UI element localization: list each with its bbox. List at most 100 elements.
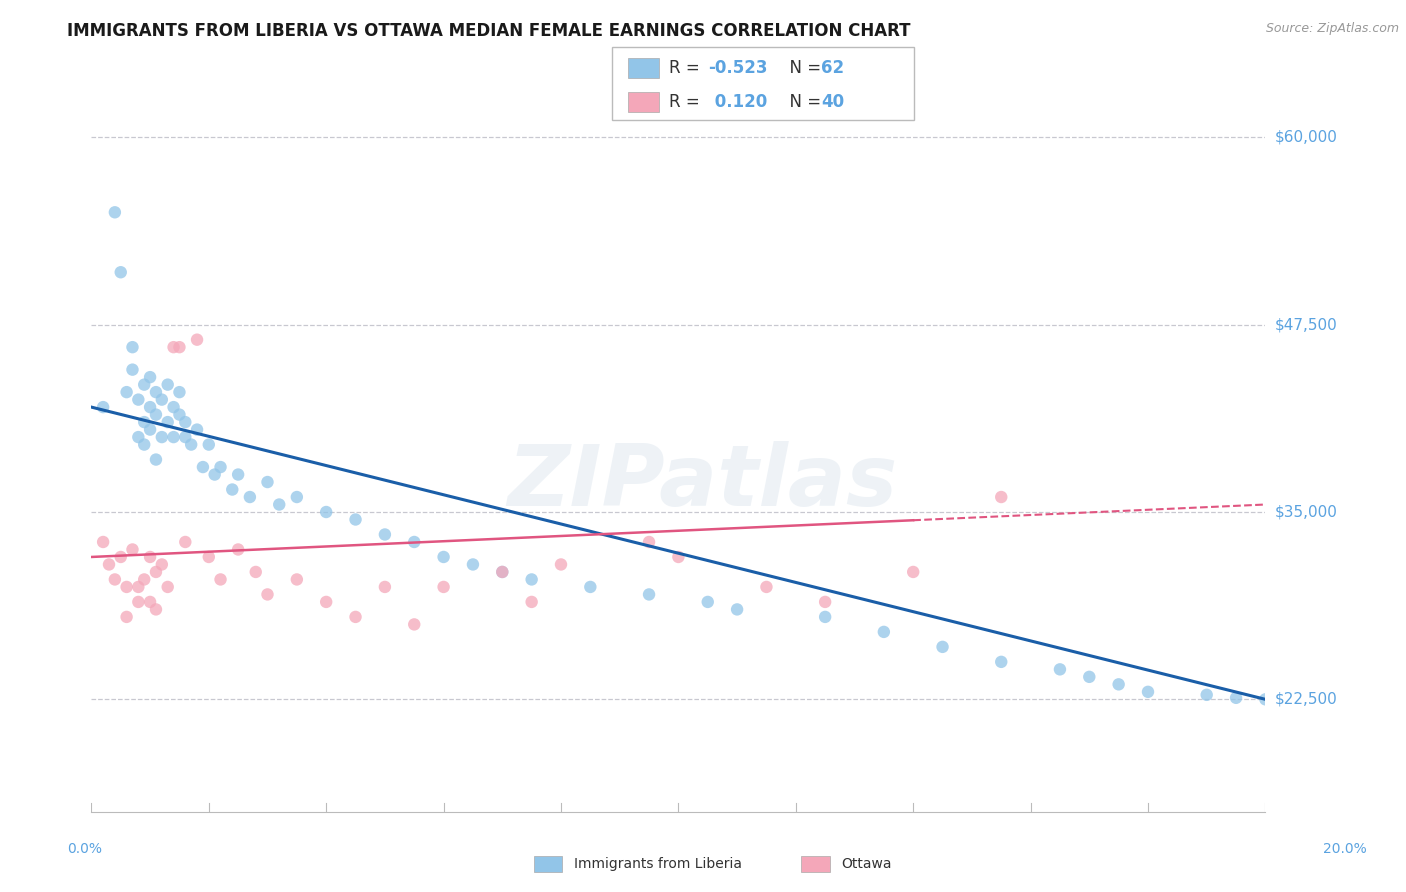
Text: 0.0%: 0.0% (67, 842, 103, 856)
Text: ZIPatlas: ZIPatlas (506, 441, 897, 524)
Point (127, 392, 149, 407)
Text: N =: N = (779, 59, 827, 77)
Point (145, 385, 167, 400)
Point (145, 452, 167, 467)
Text: 20.0%: 20.0% (1323, 842, 1367, 856)
Point (1108, 677, 1130, 691)
Text: $47,500: $47,500 (1275, 318, 1337, 332)
Text: IMMIGRANTS FROM LIBERIA VS OTTAWA MEDIAN FEMALE EARNINGS CORRELATION CHART: IMMIGRANTS FROM LIBERIA VS OTTAWA MEDIAN… (67, 22, 911, 40)
Point (127, 430, 149, 444)
Point (814, 595, 837, 609)
Point (404, 535, 426, 549)
Point (990, 655, 1012, 669)
Point (127, 595, 149, 609)
Point (1225, 690, 1247, 705)
Point (134, 573, 156, 587)
Point (156, 415, 179, 429)
Point (520, 595, 543, 609)
Point (374, 527, 396, 541)
Point (903, 565, 925, 579)
Point (696, 595, 718, 609)
Text: $35,000: $35,000 (1275, 505, 1337, 519)
Point (121, 362, 143, 376)
Point (110, 265, 132, 279)
Point (226, 467, 249, 482)
Text: R =: R = (669, 93, 706, 111)
Point (174, 430, 197, 444)
Point (139, 549, 162, 564)
Point (115, 580, 138, 594)
Point (491, 565, 513, 579)
Point (221, 483, 243, 497)
Point (121, 340, 143, 354)
Point (226, 542, 249, 557)
Point (433, 549, 456, 564)
Point (197, 437, 219, 451)
Point (174, 535, 197, 549)
Text: -0.523: -0.523 (709, 59, 768, 77)
Point (134, 437, 156, 451)
Text: Ottawa: Ottawa (841, 857, 891, 871)
Point (98, 558, 121, 572)
Point (520, 573, 543, 587)
Point (256, 587, 278, 601)
Text: $22,500: $22,500 (1275, 692, 1337, 706)
Point (204, 467, 226, 482)
Point (186, 333, 208, 347)
Point (134, 415, 156, 429)
Point (315, 505, 337, 519)
Text: 62: 62 (821, 59, 844, 77)
Point (180, 437, 202, 451)
Point (169, 340, 191, 354)
Point (209, 573, 232, 587)
Point (197, 549, 219, 564)
Point (990, 490, 1012, 504)
Point (186, 423, 208, 437)
Point (755, 580, 778, 594)
Point (404, 617, 426, 632)
Point (191, 460, 214, 475)
Point (91, 535, 114, 549)
Point (169, 408, 191, 422)
Point (269, 498, 291, 512)
Point (134, 377, 156, 392)
Point (145, 565, 167, 579)
Text: 40: 40 (821, 93, 844, 111)
Point (115, 385, 138, 400)
Point (491, 565, 513, 579)
Point (433, 580, 456, 594)
Text: $60,000: $60,000 (1275, 130, 1337, 145)
Point (162, 340, 184, 354)
Point (245, 565, 267, 579)
Point (285, 573, 308, 587)
Point (239, 490, 262, 504)
Text: N =: N = (779, 93, 827, 111)
Text: R =: R = (669, 59, 706, 77)
Point (110, 549, 132, 564)
Point (145, 602, 167, 616)
Point (374, 580, 396, 594)
Point (127, 580, 149, 594)
Point (169, 385, 191, 400)
Point (139, 423, 162, 437)
Point (1254, 692, 1277, 706)
Point (121, 542, 143, 557)
Text: Immigrants from Liberia: Immigrants from Liberia (574, 857, 741, 871)
Point (1136, 685, 1159, 699)
Point (256, 475, 278, 489)
Point (150, 430, 173, 444)
Point (550, 558, 572, 572)
Point (150, 558, 173, 572)
Text: 0.120: 0.120 (709, 93, 766, 111)
Point (285, 490, 308, 504)
Point (209, 460, 232, 475)
Point (150, 392, 173, 407)
Point (115, 610, 138, 624)
Point (873, 624, 896, 639)
Point (139, 595, 162, 609)
Point (104, 573, 127, 587)
Point (315, 595, 337, 609)
Point (814, 610, 837, 624)
Text: Source: ZipAtlas.com: Source: ZipAtlas.com (1265, 22, 1399, 36)
Point (931, 640, 953, 654)
